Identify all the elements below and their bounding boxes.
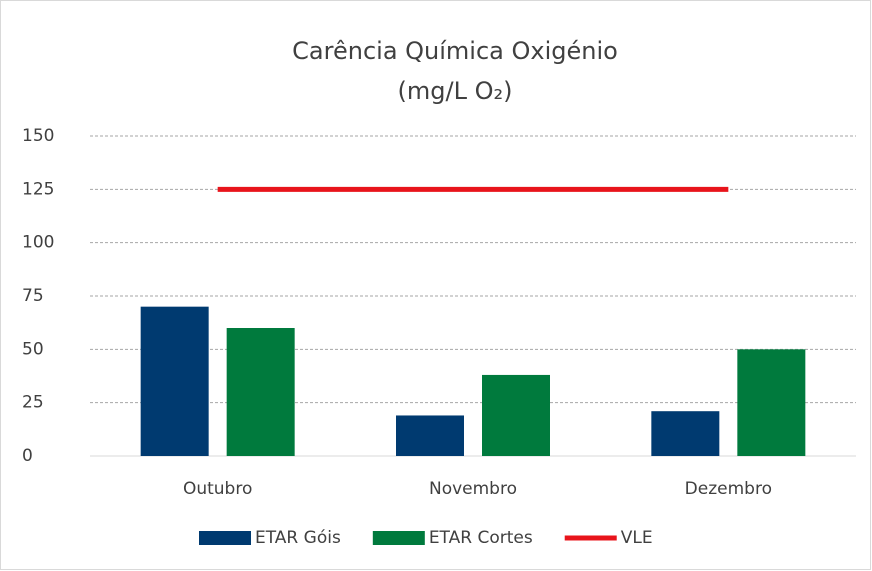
y-tick-label: 125 [22, 179, 54, 199]
legend-label: ETAR Góis [255, 528, 341, 548]
y-tick-label: 75 [22, 286, 44, 306]
x-tick-label: Novembro [429, 479, 517, 499]
legend-label: VLE [621, 528, 653, 548]
y-tick-label: 150 [22, 126, 54, 146]
y-tick-label: 100 [22, 233, 54, 253]
bar [226, 328, 295, 456]
chart-title: Carência Química Oxigénio [292, 37, 618, 65]
x-tick-label: Dezembro [685, 479, 772, 499]
legend-swatch [199, 531, 251, 545]
bar [651, 411, 720, 456]
bar [482, 374, 550, 456]
y-tick-label: 0 [22, 446, 33, 466]
chart-subtitle: (mg/L O₂) [398, 77, 513, 105]
x-tick-label: Outubro [183, 479, 252, 499]
bar [737, 349, 806, 456]
bar [140, 306, 209, 456]
bar [396, 415, 464, 456]
y-tick-label: 50 [22, 339, 44, 359]
legend-label: ETAR Cortes [429, 528, 533, 548]
legend-swatch [372, 531, 425, 545]
y-tick-label: 25 [22, 393, 44, 413]
